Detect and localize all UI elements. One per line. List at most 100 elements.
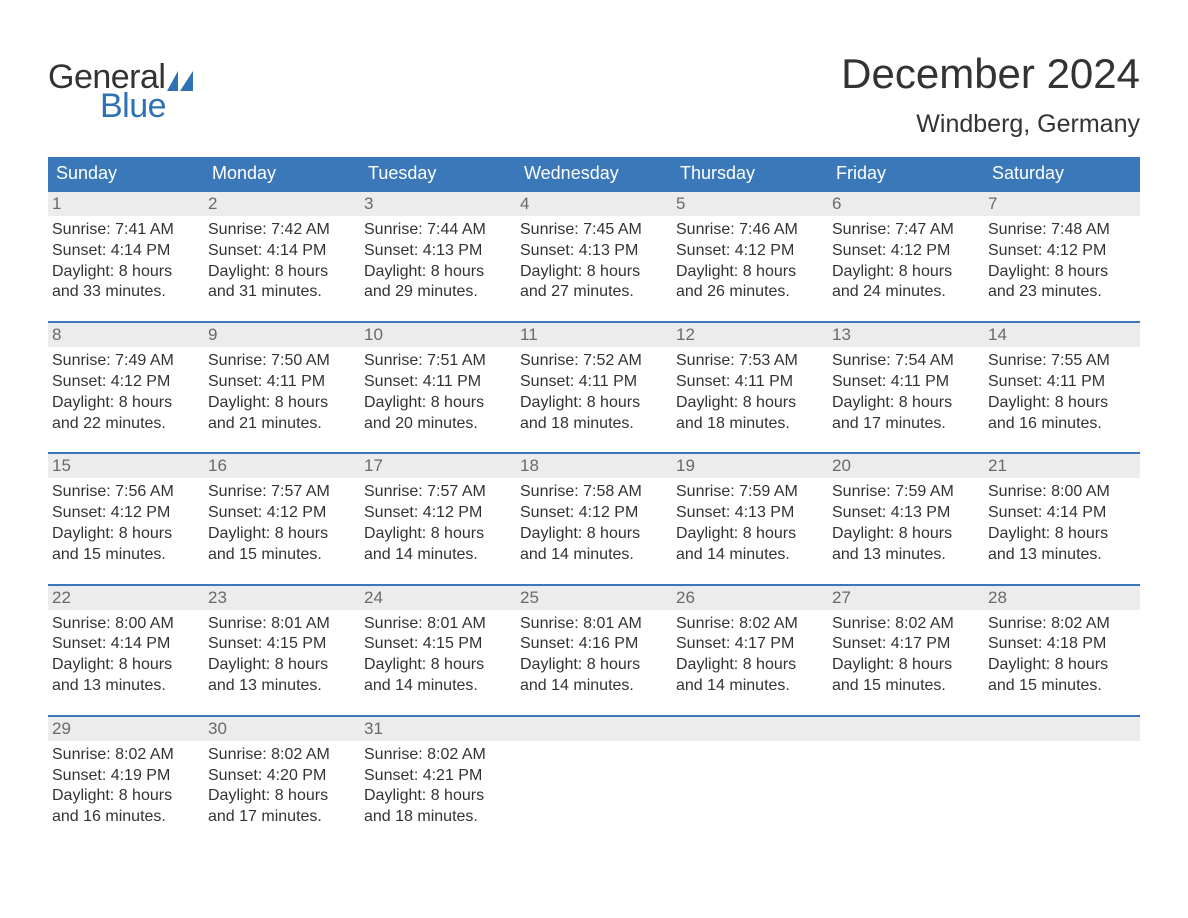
daylight-text: Daylight: 8 hours and 23 minutes.: [988, 262, 1134, 304]
sunrise-text: Sunrise: 7:51 AM: [364, 351, 510, 372]
sunrise-text: Sunrise: 7:56 AM: [52, 482, 198, 503]
day-body: Sunrise: 7:46 AMSunset: 4:12 PMDaylight:…: [672, 216, 828, 303]
day-cell: 19Sunrise: 7:59 AMSunset: 4:13 PMDayligh…: [672, 454, 828, 565]
day-number: 14: [984, 323, 1140, 347]
sunset-text: Sunset: 4:12 PM: [520, 503, 666, 524]
daylight-text: Daylight: 8 hours and 14 minutes.: [676, 524, 822, 566]
day-number: 26: [672, 586, 828, 610]
daylight-text: Daylight: 8 hours and 14 minutes.: [364, 524, 510, 566]
sunrise-text: Sunrise: 8:01 AM: [208, 614, 354, 635]
sunset-text: Sunset: 4:11 PM: [832, 372, 978, 393]
sunset-text: Sunset: 4:11 PM: [208, 372, 354, 393]
day-number: 7: [984, 192, 1140, 216]
weekday-header-cell: Wednesday: [516, 157, 672, 190]
sunset-text: Sunset: 4:20 PM: [208, 766, 354, 787]
daylight-text: Daylight: 8 hours and 17 minutes.: [832, 393, 978, 435]
day-number: 3: [360, 192, 516, 216]
sunset-text: Sunset: 4:12 PM: [676, 241, 822, 262]
day-body: Sunrise: 8:02 AMSunset: 4:20 PMDaylight:…: [204, 741, 360, 828]
day-number: 28: [984, 586, 1140, 610]
day-body: Sunrise: 7:57 AMSunset: 4:12 PMDaylight:…: [360, 478, 516, 565]
weekday-header-cell: Thursday: [672, 157, 828, 190]
sunrise-text: Sunrise: 8:02 AM: [988, 614, 1134, 635]
day-number: 16: [204, 454, 360, 478]
day-number: 27: [828, 586, 984, 610]
weekday-header-cell: Monday: [204, 157, 360, 190]
day-cell: 31Sunrise: 8:02 AMSunset: 4:21 PMDayligh…: [360, 717, 516, 828]
day-cell: 10Sunrise: 7:51 AMSunset: 4:11 PMDayligh…: [360, 323, 516, 434]
day-body: Sunrise: 8:02 AMSunset: 4:18 PMDaylight:…: [984, 610, 1140, 697]
sunset-text: Sunset: 4:12 PM: [364, 503, 510, 524]
day-cell: 28Sunrise: 8:02 AMSunset: 4:18 PMDayligh…: [984, 586, 1140, 697]
day-number: 25: [516, 586, 672, 610]
day-cell: 16Sunrise: 7:57 AMSunset: 4:12 PMDayligh…: [204, 454, 360, 565]
weekday-header-cell: Saturday: [984, 157, 1140, 190]
sunrise-text: Sunrise: 7:50 AM: [208, 351, 354, 372]
sunset-text: Sunset: 4:14 PM: [208, 241, 354, 262]
sunset-text: Sunset: 4:15 PM: [208, 634, 354, 655]
day-body: Sunrise: 8:01 AMSunset: 4:15 PMDaylight:…: [204, 610, 360, 697]
sunrise-text: Sunrise: 7:48 AM: [988, 220, 1134, 241]
daylight-text: Daylight: 8 hours and 22 minutes.: [52, 393, 198, 435]
sunrise-text: Sunrise: 7:46 AM: [676, 220, 822, 241]
day-number: 2: [204, 192, 360, 216]
daylight-text: Daylight: 8 hours and 18 minutes.: [364, 786, 510, 828]
sunrise-text: Sunrise: 8:02 AM: [676, 614, 822, 635]
sunset-text: Sunset: 4:12 PM: [832, 241, 978, 262]
month-title: December 2024: [841, 50, 1140, 98]
day-cell: 21Sunrise: 8:00 AMSunset: 4:14 PMDayligh…: [984, 454, 1140, 565]
day-number: 9: [204, 323, 360, 347]
day-body: Sunrise: 7:59 AMSunset: 4:13 PMDaylight:…: [672, 478, 828, 565]
day-number: 1: [48, 192, 204, 216]
day-number: 29: [48, 717, 204, 741]
sunset-text: Sunset: 4:19 PM: [52, 766, 198, 787]
daylight-text: Daylight: 8 hours and 26 minutes.: [676, 262, 822, 304]
sunset-text: Sunset: 4:11 PM: [520, 372, 666, 393]
day-cell: 15Sunrise: 7:56 AMSunset: 4:12 PMDayligh…: [48, 454, 204, 565]
week-row: 1Sunrise: 7:41 AMSunset: 4:14 PMDaylight…: [48, 190, 1140, 321]
sunset-text: Sunset: 4:13 PM: [520, 241, 666, 262]
daylight-text: Daylight: 8 hours and 21 minutes.: [208, 393, 354, 435]
sunset-text: Sunset: 4:16 PM: [520, 634, 666, 655]
sunrise-text: Sunrise: 7:55 AM: [988, 351, 1134, 372]
day-body: Sunrise: 8:02 AMSunset: 4:17 PMDaylight:…: [672, 610, 828, 697]
day-number: 17: [360, 454, 516, 478]
weekday-header-row: SundayMondayTuesdayWednesdayThursdayFrid…: [48, 157, 1140, 190]
day-cell: 20Sunrise: 7:59 AMSunset: 4:13 PMDayligh…: [828, 454, 984, 565]
daylight-text: Daylight: 8 hours and 29 minutes.: [364, 262, 510, 304]
daylight-text: Daylight: 8 hours and 31 minutes.: [208, 262, 354, 304]
sunrise-text: Sunrise: 7:42 AM: [208, 220, 354, 241]
day-body: Sunrise: 8:00 AMSunset: 4:14 PMDaylight:…: [48, 610, 204, 697]
sunset-text: Sunset: 4:14 PM: [988, 503, 1134, 524]
daylight-text: Daylight: 8 hours and 14 minutes.: [676, 655, 822, 697]
daylight-text: Daylight: 8 hours and 15 minutes.: [832, 655, 978, 697]
daylight-text: Daylight: 8 hours and 18 minutes.: [520, 393, 666, 435]
day-number: 19: [672, 454, 828, 478]
logo: General Blue: [48, 58, 193, 126]
sunrise-text: Sunrise: 7:52 AM: [520, 351, 666, 372]
logo-word-blue: Blue: [100, 87, 193, 126]
day-body: Sunrise: 8:02 AMSunset: 4:17 PMDaylight:…: [828, 610, 984, 697]
weeks-container: 1Sunrise: 7:41 AMSunset: 4:14 PMDaylight…: [48, 190, 1140, 846]
weekday-header-cell: Sunday: [48, 157, 204, 190]
day-cell: 13Sunrise: 7:54 AMSunset: 4:11 PMDayligh…: [828, 323, 984, 434]
sunrise-text: Sunrise: 8:02 AM: [364, 745, 510, 766]
day-cell: 6Sunrise: 7:47 AMSunset: 4:12 PMDaylight…: [828, 192, 984, 303]
sunset-text: Sunset: 4:12 PM: [52, 372, 198, 393]
sunset-text: Sunset: 4:11 PM: [988, 372, 1134, 393]
day-body: Sunrise: 7:53 AMSunset: 4:11 PMDaylight:…: [672, 347, 828, 434]
sunset-text: Sunset: 4:17 PM: [832, 634, 978, 655]
daylight-text: Daylight: 8 hours and 33 minutes.: [52, 262, 198, 304]
weekday-header-cell: Friday: [828, 157, 984, 190]
day-number: [672, 717, 828, 741]
sunset-text: Sunset: 4:13 PM: [364, 241, 510, 262]
day-number: 6: [828, 192, 984, 216]
day-cell: 17Sunrise: 7:57 AMSunset: 4:12 PMDayligh…: [360, 454, 516, 565]
day-cell: 1Sunrise: 7:41 AMSunset: 4:14 PMDaylight…: [48, 192, 204, 303]
day-cell: 11Sunrise: 7:52 AMSunset: 4:11 PMDayligh…: [516, 323, 672, 434]
sunset-text: Sunset: 4:18 PM: [988, 634, 1134, 655]
daylight-text: Daylight: 8 hours and 15 minutes.: [988, 655, 1134, 697]
daylight-text: Daylight: 8 hours and 14 minutes.: [364, 655, 510, 697]
day-body: Sunrise: 7:45 AMSunset: 4:13 PMDaylight:…: [516, 216, 672, 303]
daylight-text: Daylight: 8 hours and 15 minutes.: [208, 524, 354, 566]
